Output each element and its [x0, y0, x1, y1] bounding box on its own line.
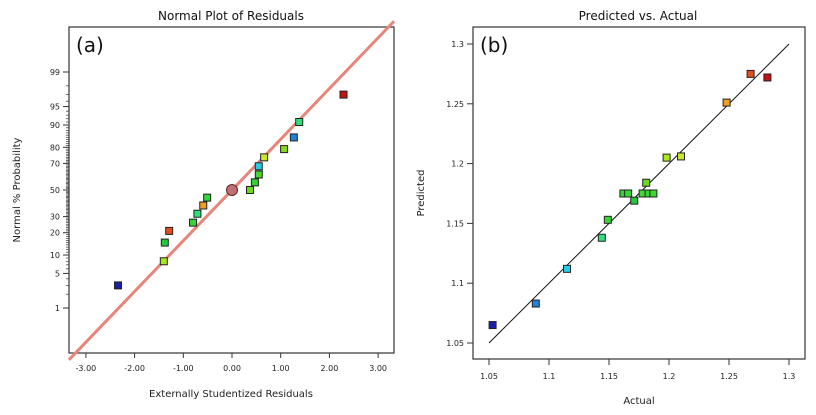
chart-b-point [563, 264, 571, 273]
chart-b-point [642, 178, 651, 187]
chart-a-xlabel: Externally Studentized Residuals [149, 389, 313, 400]
chart-b-point [597, 233, 606, 242]
chart-b-x-tick-label: 1.1 [543, 372, 556, 381]
chart-a-y-tick-label: 70 [50, 159, 60, 168]
chart-b-point [603, 215, 612, 224]
chart-a-panel-label: (a) [76, 33, 104, 57]
chart-b-x-tick-label: 1.05 [480, 372, 498, 381]
chart-a-x-tick-label: 3.00 [369, 364, 387, 373]
chart-a-point [246, 186, 255, 194]
chart-b-point [624, 189, 633, 198]
chart-b-point [746, 69, 755, 78]
chart-a-x-tick-label: 2.00 [320, 364, 338, 373]
chart-b-point [649, 189, 658, 198]
chart-a-title: Normal Plot of Residuals [158, 9, 304, 23]
chart-a-point [254, 162, 263, 171]
chart-b-x-tick-label: 1.25 [720, 372, 738, 381]
chart-a-x-tick-label: -1.00 [173, 364, 194, 373]
chart-a-x-tick-label: -2.00 [124, 364, 145, 373]
chart-b-title: Predicted vs. Actual [579, 9, 698, 23]
chart-a-center-point [226, 184, 238, 196]
chart-b-point [763, 73, 772, 82]
predicted-vs-actual-panel: Predicted vs. Actual (b) 1.05 1.1 1.15 1.2 1… [416, 9, 806, 407]
chart-a-x-tick-label: 1.00 [272, 364, 290, 373]
chart-a-point [280, 145, 289, 154]
chart-b-y-tick-label: 1.05 [446, 339, 464, 348]
chart-a-y-tick-label: 1 [55, 304, 60, 313]
chart-a-point [114, 281, 123, 290]
chart-a-point [165, 226, 174, 235]
chart-a-point [295, 117, 304, 126]
chart-a-point [160, 238, 169, 247]
chart-a-ylabel: Normal % Probability [12, 137, 23, 242]
chart-a-y-tick-label: 90 [50, 121, 60, 130]
chart-a-point [189, 218, 198, 227]
chart-a-point [260, 153, 269, 162]
chart-a-point [289, 133, 298, 142]
chart-b-x-tick-label: 1.3 [783, 372, 796, 381]
chart-a-point [250, 178, 259, 187]
chart-a-y-tick-label: 5 [55, 269, 60, 278]
chart-b-x-tick-label: 1.15 [600, 372, 618, 381]
chart-a-y-tick-label: 95 [50, 103, 60, 112]
chart-b-point [531, 299, 540, 308]
chart-a-point [254, 170, 263, 179]
chart-a-point [159, 257, 168, 266]
chart-b-xlabel: Actual [623, 396, 654, 407]
chart-b-ylabel: Predicted [416, 170, 427, 217]
chart-a-y-tick-label: 50 [50, 186, 60, 195]
chart-b-y-tick-label: 1.15 [446, 219, 464, 228]
chart-b-y-tick-label: 1.3 [451, 40, 464, 49]
chart-b-point [722, 98, 731, 107]
chart-a-point [339, 90, 348, 99]
chart-a-y-tick-label: 10 [50, 251, 60, 260]
chart-b-y-tick-label: 1.25 [446, 100, 464, 109]
chart-b-point [677, 152, 685, 161]
chart-a-point [203, 193, 212, 202]
chart-a-point [199, 201, 208, 210]
chart-a-y-tick-label: 20 [50, 229, 60, 238]
chart-a-point [193, 209, 202, 218]
chart-b-point [662, 153, 671, 162]
chart-b-point [488, 321, 497, 330]
chart-a-y-tick-label: 80 [50, 143, 60, 152]
chart-b-y-tick-label: 1.1 [451, 279, 464, 288]
chart-b-panel-label: (b) [480, 33, 508, 57]
chart-a-y-tick-label: 30 [50, 213, 60, 222]
chart-b-x-tick-label: 1.2 [663, 372, 676, 381]
normal-plot-panel: Normal Plot of Residuals (a) -3.00 -2.00 -… [12, 9, 396, 400]
chart-a-y-tick-label: 99 [50, 68, 60, 77]
chart-b-y-tick-label: 1.2 [451, 160, 464, 169]
chart-a-x-tick-label: -3.00 [76, 364, 97, 373]
chart-a-x-tick-label: 0.00 [223, 364, 241, 373]
chart-b-point [630, 196, 639, 205]
